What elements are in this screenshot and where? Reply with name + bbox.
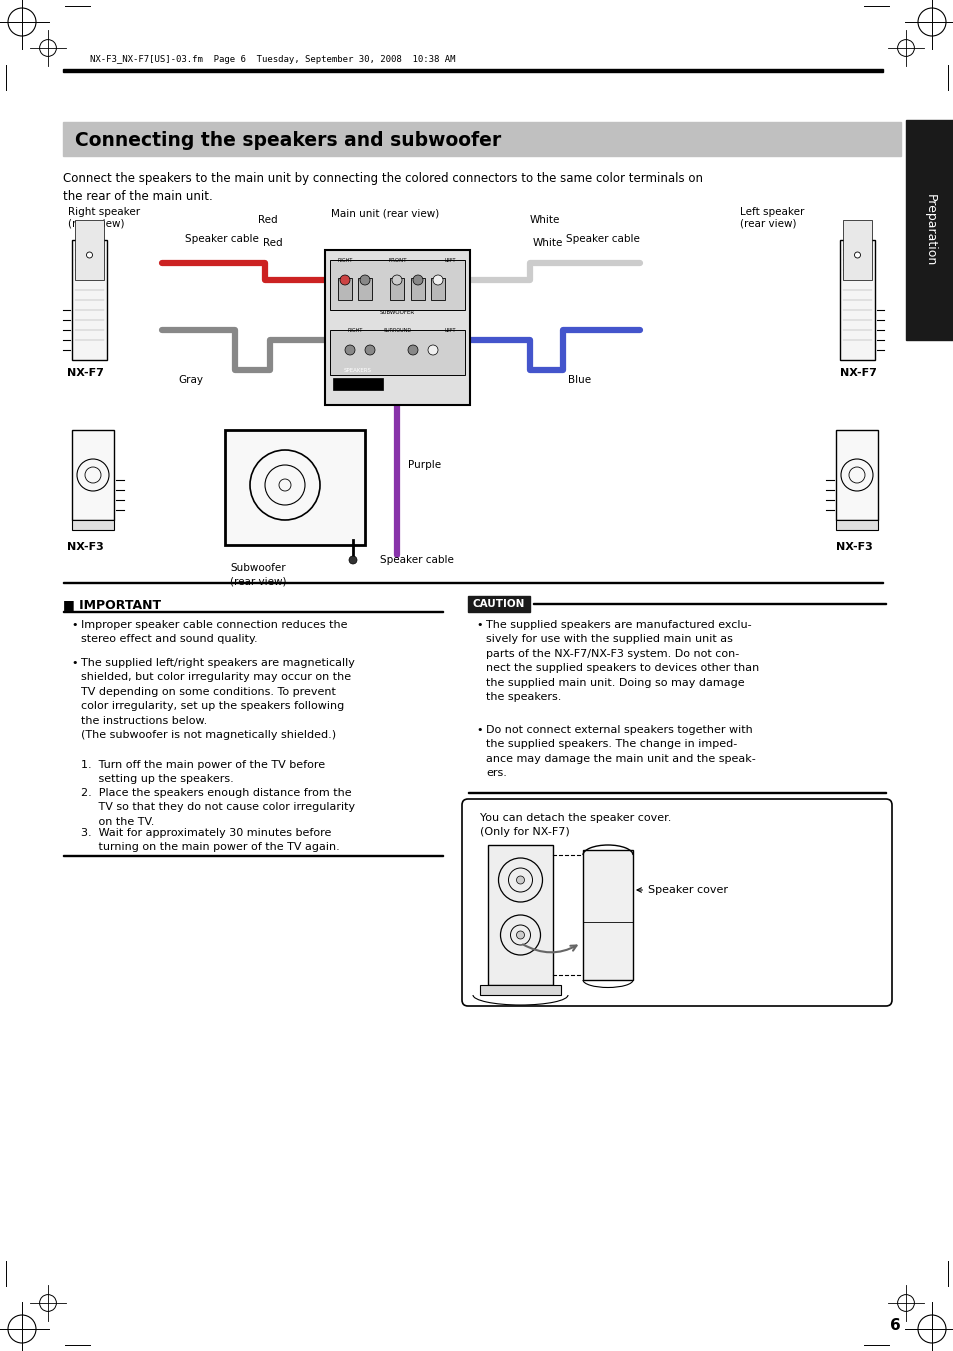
- Bar: [71, 430, 113, 520]
- Circle shape: [854, 253, 860, 258]
- Text: You can detach the speaker cover.
(Only for NX-F7): You can detach the speaker cover. (Only …: [479, 813, 671, 838]
- Circle shape: [516, 875, 524, 884]
- Text: NX-F7: NX-F7: [67, 367, 104, 378]
- Text: NX-F7: NX-F7: [840, 367, 876, 378]
- Text: Red: Red: [257, 215, 277, 226]
- Circle shape: [408, 345, 417, 355]
- Circle shape: [365, 345, 375, 355]
- Text: SURROUND: SURROUND: [383, 328, 411, 332]
- Text: RIGHT: RIGHT: [347, 328, 362, 332]
- Text: Red: Red: [263, 238, 282, 249]
- Bar: [63, 122, 900, 155]
- Text: 3.  Wait for approximately 30 minutes before
     turning on the main power of t: 3. Wait for approximately 30 minutes bef…: [81, 828, 339, 852]
- Text: Subwoofer
(rear view): Subwoofer (rear view): [230, 563, 286, 586]
- Bar: [488, 844, 553, 985]
- Text: Purple: Purple: [408, 459, 440, 470]
- Circle shape: [428, 345, 437, 355]
- Text: 1.  Turn off the main power of the TV before
     setting up the speakers.: 1. Turn off the main power of the TV bef…: [81, 761, 325, 785]
- Bar: [835, 520, 877, 530]
- Text: Speaker cable: Speaker cable: [565, 234, 639, 245]
- Text: FRONT: FRONT: [388, 258, 406, 263]
- Text: Main unit (rear view): Main unit (rear view): [331, 208, 438, 218]
- Text: Do not connect external speakers together with
the supplied speakers. The change: Do not connect external speakers togethe…: [485, 725, 755, 778]
- Text: 2.  Place the speakers enough distance from the
     TV so that they do not caus: 2. Place the speakers enough distance fr…: [81, 788, 355, 827]
- Bar: [411, 278, 424, 300]
- Text: CAUTION: CAUTION: [473, 598, 525, 609]
- Circle shape: [349, 557, 356, 563]
- Text: White: White: [530, 215, 559, 226]
- Text: RIGHT: RIGHT: [337, 258, 353, 263]
- Text: Right speaker
(rear view): Right speaker (rear view): [68, 207, 140, 228]
- Text: Speaker cable: Speaker cable: [185, 234, 258, 245]
- Text: •: •: [476, 620, 482, 630]
- Text: Preparation: Preparation: [923, 195, 936, 266]
- Text: NX-F3: NX-F3: [67, 542, 104, 553]
- Text: Blue: Blue: [567, 376, 591, 385]
- Circle shape: [392, 276, 401, 285]
- Bar: [330, 330, 464, 376]
- Bar: [835, 430, 877, 520]
- Bar: [842, 220, 871, 280]
- Bar: [330, 259, 464, 309]
- Text: Connecting the speakers and subwoofer: Connecting the speakers and subwoofer: [75, 131, 500, 150]
- Text: Improper speaker cable connection reduces the
stereo effect and sound quality.: Improper speaker cable connection reduce…: [81, 620, 347, 644]
- Text: 6: 6: [889, 1319, 900, 1333]
- Text: NX-F3_NX-F7[US]-03.fm  Page 6  Tuesday, September 30, 2008  10:38 AM: NX-F3_NX-F7[US]-03.fm Page 6 Tuesday, Se…: [90, 55, 455, 63]
- Circle shape: [345, 345, 355, 355]
- Text: LEFT: LEFT: [444, 258, 456, 263]
- FancyBboxPatch shape: [461, 798, 891, 1006]
- Text: Speaker cover: Speaker cover: [637, 885, 727, 894]
- Circle shape: [413, 276, 422, 285]
- Circle shape: [87, 253, 92, 258]
- Bar: [325, 250, 470, 405]
- Bar: [390, 278, 403, 300]
- Bar: [75, 220, 104, 280]
- Circle shape: [516, 931, 524, 939]
- Bar: [582, 850, 633, 979]
- Text: •: •: [71, 658, 77, 667]
- Text: NX-F3: NX-F3: [835, 542, 872, 553]
- Circle shape: [433, 276, 442, 285]
- Circle shape: [339, 276, 350, 285]
- Bar: [71, 240, 107, 359]
- Bar: [225, 430, 365, 544]
- Text: SUBWOOFER: SUBWOOFER: [379, 309, 415, 315]
- Text: •: •: [71, 620, 77, 630]
- Bar: [357, 278, 372, 300]
- Text: Speaker cable: Speaker cable: [379, 555, 454, 565]
- Text: The supplied left/right speakers are magnetically
shielded, but color irregulari: The supplied left/right speakers are mag…: [81, 658, 355, 740]
- Text: Left speaker
(rear view): Left speaker (rear view): [740, 207, 803, 228]
- Bar: [71, 520, 113, 530]
- Text: LEFT: LEFT: [444, 328, 456, 332]
- Circle shape: [359, 276, 370, 285]
- Bar: [333, 378, 382, 390]
- Text: The supplied speakers are manufactured exclu-
sively for use with the supplied m: The supplied speakers are manufactured e…: [485, 620, 759, 703]
- Bar: [905, 120, 953, 340]
- Text: ■ IMPORTANT: ■ IMPORTANT: [63, 598, 161, 611]
- Bar: [63, 69, 882, 72]
- Bar: [337, 278, 352, 300]
- Text: •: •: [476, 725, 482, 735]
- Bar: [479, 985, 560, 994]
- Text: Gray: Gray: [178, 376, 203, 385]
- Bar: [468, 596, 530, 612]
- Text: Connect the speakers to the main unit by connecting the colored connectors to th: Connect the speakers to the main unit by…: [63, 172, 702, 203]
- Text: SPEAKERS: SPEAKERS: [344, 367, 372, 373]
- Bar: [63, 581, 882, 584]
- Bar: [840, 240, 874, 359]
- Text: White: White: [533, 238, 563, 249]
- Bar: [431, 278, 444, 300]
